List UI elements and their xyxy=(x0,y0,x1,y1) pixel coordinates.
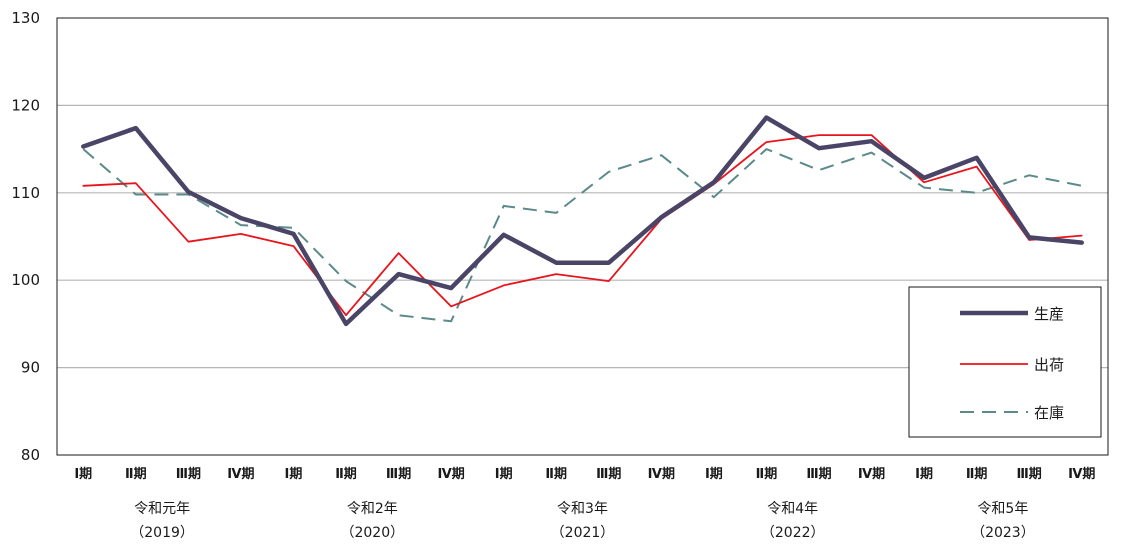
x-tick-label: Ⅳ期 xyxy=(648,467,675,482)
x-tick-label: Ⅳ期 xyxy=(1068,467,1095,482)
x-tick-label: Ⅰ期 xyxy=(495,467,513,482)
year-label: 令和3年 xyxy=(557,501,608,517)
legend-label: 出荷 xyxy=(1034,356,1064,374)
plot-frame xyxy=(56,17,1109,456)
legend-label: 在庫 xyxy=(1034,404,1064,422)
year-number: （2021） xyxy=(551,525,615,541)
y-tick-label: 110 xyxy=(11,184,40,202)
x-tick-label: Ⅱ期 xyxy=(125,467,147,482)
x-tick-label: Ⅳ期 xyxy=(227,467,254,482)
y-tick-label: 130 xyxy=(11,9,40,27)
x-tick-label: Ⅲ期 xyxy=(1017,467,1042,482)
x-tick-label: Ⅱ期 xyxy=(545,467,567,482)
x-tick-label: Ⅳ期 xyxy=(858,467,885,482)
y-tick-label: 90 xyxy=(21,359,40,377)
x-tick-label: Ⅰ期 xyxy=(705,467,723,482)
series-line-2 xyxy=(82,148,1082,323)
year-label: 令和4年 xyxy=(767,501,818,517)
x-tick-label: Ⅰ期 xyxy=(74,467,92,482)
x-tick-label: Ⅲ期 xyxy=(806,467,831,482)
y-tick-label: 100 xyxy=(11,271,40,289)
year-number: （2023） xyxy=(971,525,1035,541)
year-label: 令和5年 xyxy=(977,501,1028,517)
year-label: 令和2年 xyxy=(347,501,398,517)
legend-label: 生産 xyxy=(1034,305,1064,323)
x-tick-label: Ⅳ期 xyxy=(437,467,464,482)
y-tick-label: 80 xyxy=(21,446,40,464)
x-tick-label: Ⅲ期 xyxy=(386,467,411,482)
x-tick-label: Ⅱ期 xyxy=(756,467,778,482)
legend-box xyxy=(908,286,1102,438)
x-tick-label: Ⅲ期 xyxy=(596,467,621,482)
series-lines xyxy=(81,115,1084,327)
x-tick-label: Ⅰ期 xyxy=(915,467,933,482)
year-labels: 令和元年 （2019） 令和2年 （2020） 令和3年 （2021） 令和4年 （2022）… xyxy=(130,501,1034,541)
x-axis-ticks: Ⅰ期 Ⅱ期 Ⅲ期 Ⅳ期 Ⅰ期 Ⅱ期 Ⅲ期 Ⅳ期 Ⅰ期 Ⅱ期 Ⅲ期 Ⅳ期 Ⅰ期 Ⅱ期 Ⅲ期 Ⅳ期 Ⅰ期 Ⅱ期 Ⅲ期 Ⅳ期 xyxy=(74,467,1095,482)
year-number: （2022） xyxy=(761,525,825,541)
y-axis-ticks: 80 90 100 110 120 130 xyxy=(11,9,40,464)
x-tick-label: Ⅰ期 xyxy=(285,467,303,482)
y-tick-label: 120 xyxy=(11,96,40,114)
year-label: 令和元年 xyxy=(134,501,190,517)
x-tick-label: Ⅱ期 xyxy=(966,467,988,482)
x-tick-label: Ⅱ期 xyxy=(335,467,357,482)
year-number: （2020） xyxy=(340,525,404,541)
x-tick-label: Ⅲ期 xyxy=(176,467,201,482)
year-number: （2019） xyxy=(130,525,194,541)
series-line-0 xyxy=(81,115,1084,327)
